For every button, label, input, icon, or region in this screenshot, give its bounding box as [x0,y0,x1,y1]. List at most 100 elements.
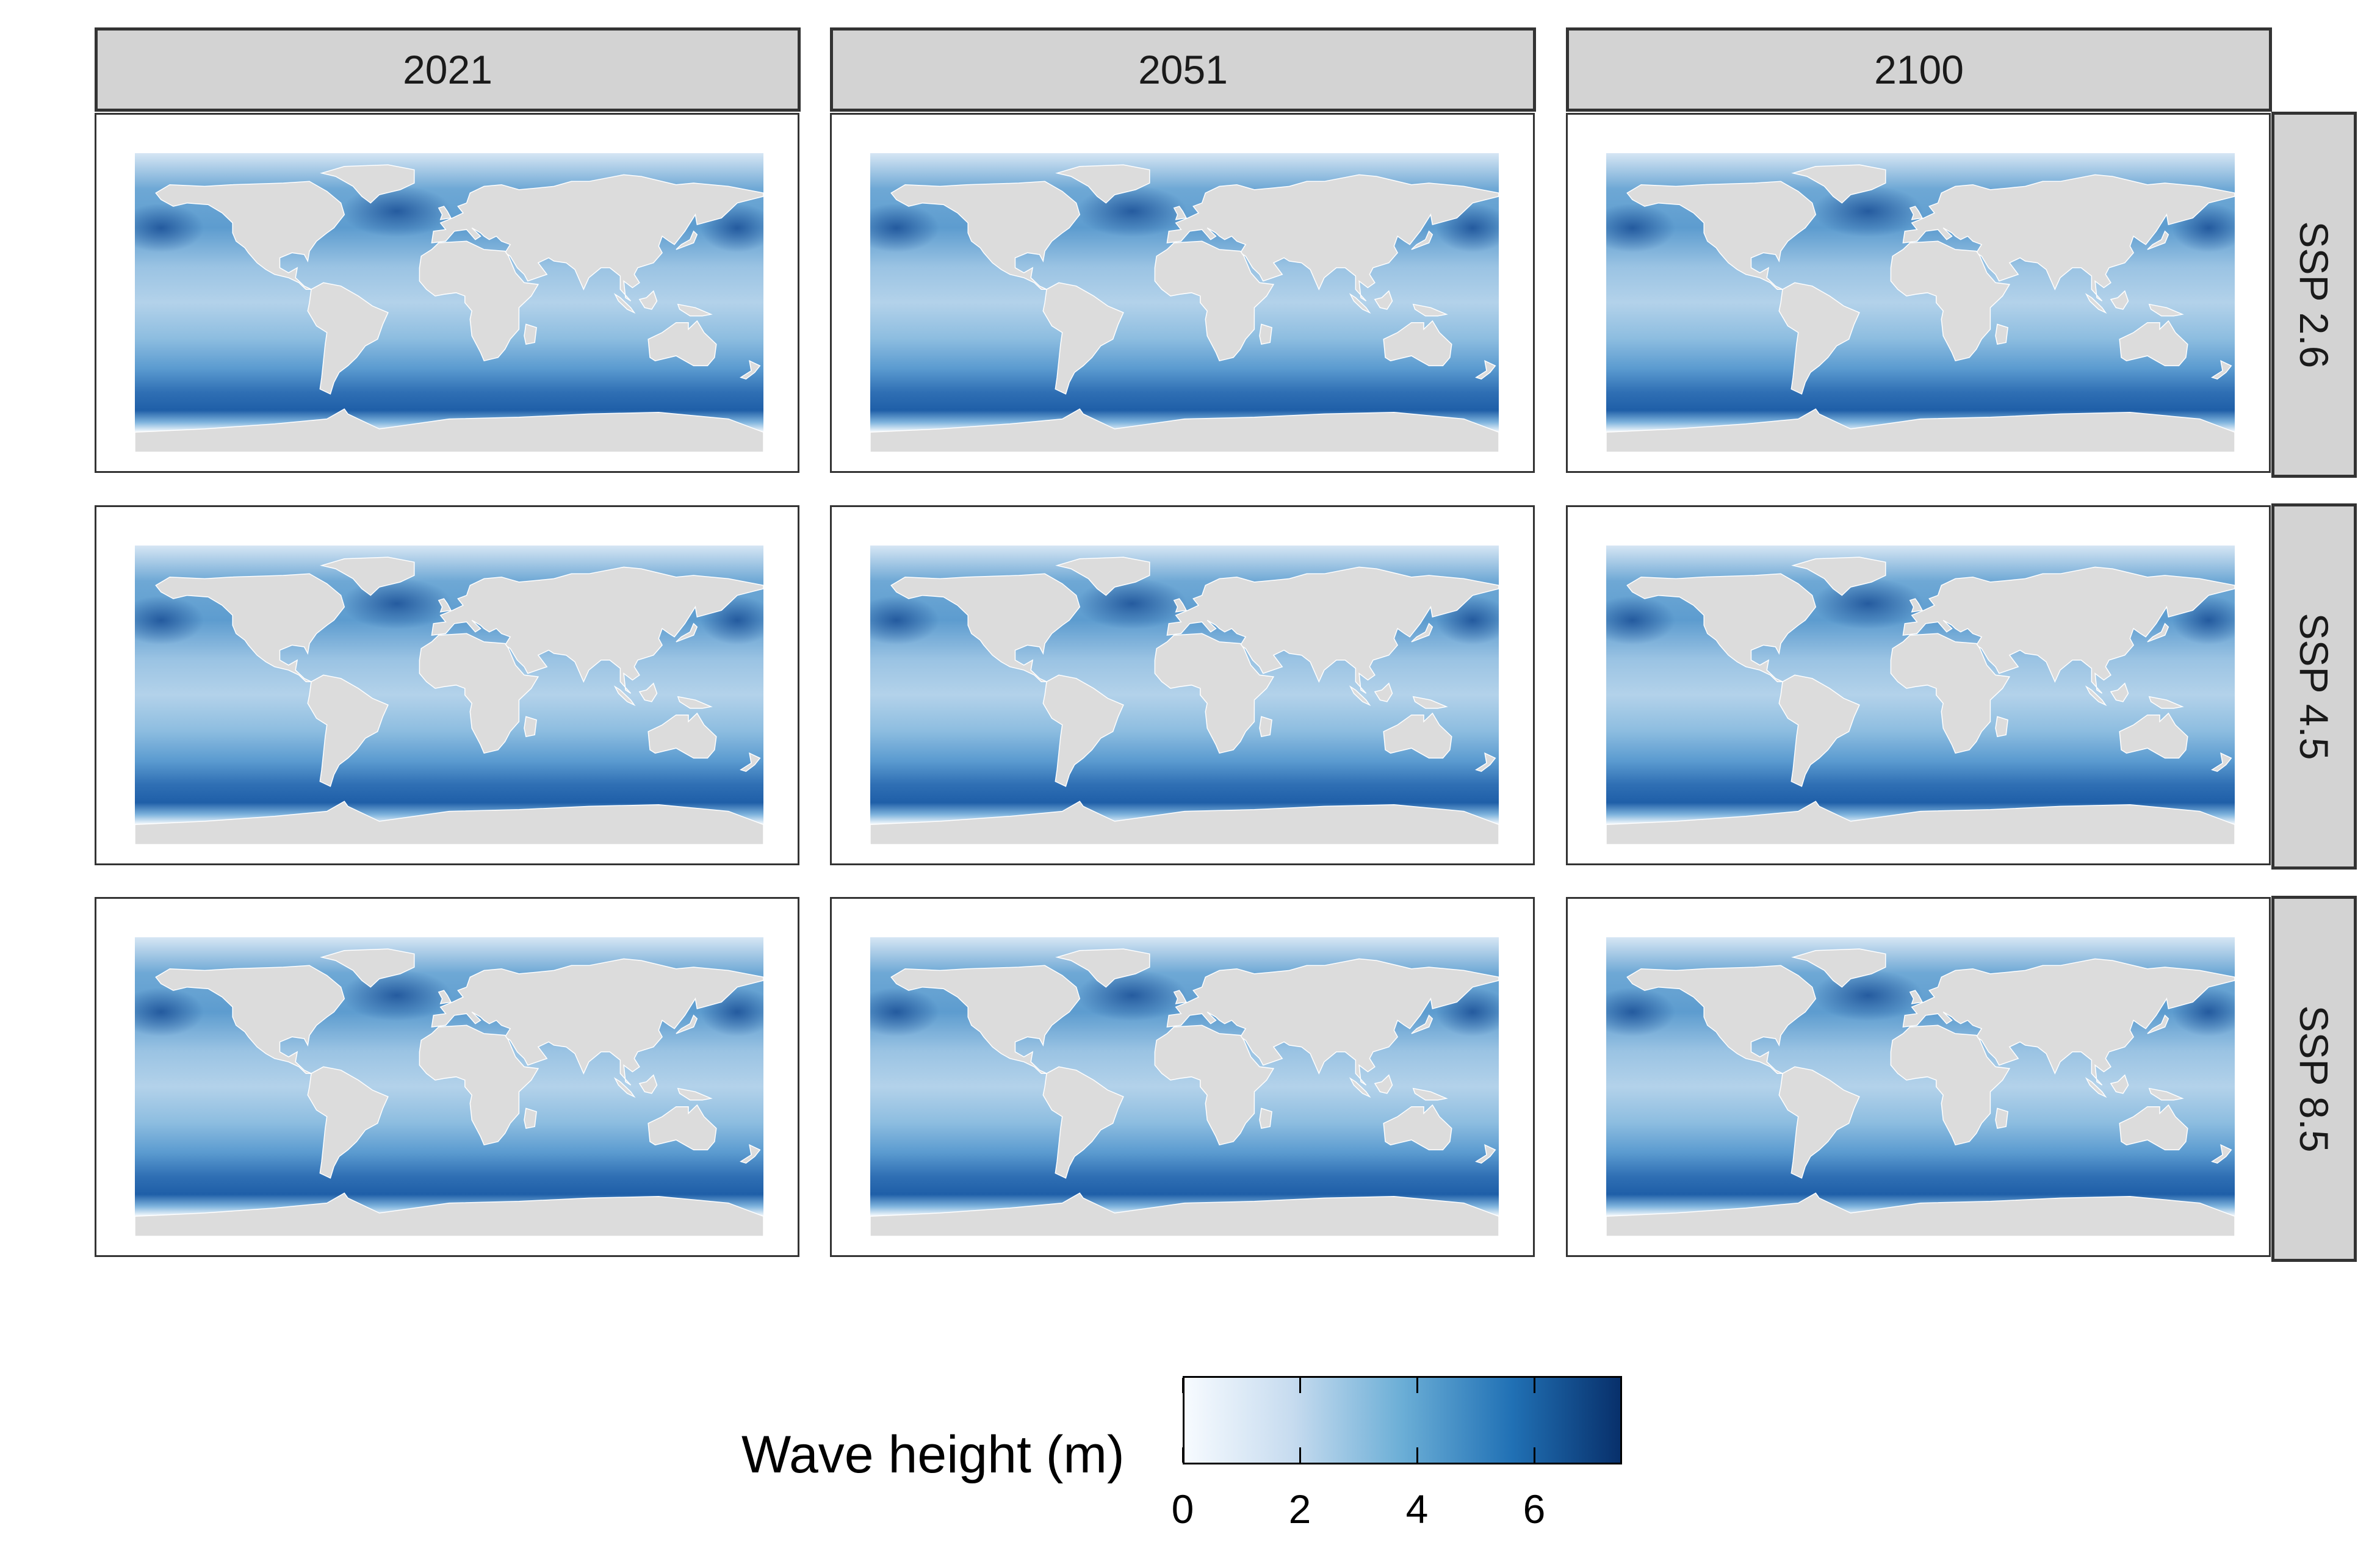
landmass [2110,682,2129,702]
landmass [419,240,539,362]
landmass [1173,598,1188,613]
landmass [740,360,761,380]
world-map [1606,937,2235,1236]
landmass [1374,682,1393,702]
landmass [1902,566,2235,694]
landmass [1475,752,1496,773]
landmass [1173,990,1188,1004]
landmass [1791,164,1886,204]
landmass [870,1192,1499,1236]
landmass [2110,290,2129,310]
landmass [320,948,415,988]
wave-hotspot [870,203,939,253]
landmass [1349,293,1371,314]
landmass [677,1087,713,1101]
landmass [1606,801,2235,845]
wave-hotspot [135,987,204,1037]
landmass [676,230,698,250]
map-panel-ssp85-2100 [1566,897,2271,1257]
landmass [2085,1077,2107,1098]
world-map [1606,546,2235,845]
wave-hotspot [342,185,452,237]
landmass [1374,1074,1393,1094]
map-panel-ssp85-2051 [830,897,1535,1257]
landmass [1042,1066,1124,1179]
landmass [1055,948,1150,988]
landmass [1626,573,1817,682]
landmass [2211,1144,2232,1164]
landmass [419,633,539,754]
landmass [1055,164,1150,204]
landmass [1778,282,1860,395]
landmass [135,408,763,452]
landmass [1778,674,1860,787]
map-panel-ssp26-2051 [830,113,1535,473]
legend-tick-label: 4 [1405,1486,1429,1532]
landmass [1349,1077,1371,1098]
landmass [1154,240,1275,362]
world-map [870,153,1499,452]
wave-hotspot [342,578,452,630]
wave-hotspot [1077,578,1188,630]
wave-hotspot [1606,203,1675,253]
wave-hotspot [1606,987,1675,1037]
map-panel-ssp26-2100 [1566,113,2271,473]
legend-tick-mark [1416,1378,1418,1393]
wave-hotspot [870,596,939,645]
landmass [890,573,1081,682]
column-strip-2051: 2051 [830,27,1536,112]
landmass [1411,230,1433,250]
landmass [1909,990,1924,1004]
landmass [2211,360,2232,380]
landmass [307,1066,389,1179]
landmass [320,164,415,204]
landmass [1606,1192,2235,1236]
landmass [1902,958,2235,1086]
world-map [870,937,1499,1236]
landmass [307,674,389,787]
map-panel-ssp45-2021 [95,505,799,865]
world-map [135,937,763,1236]
landmass [2148,1087,2184,1101]
column-strip-2021: 2021 [95,27,801,112]
landmass [1606,408,2235,452]
landmass [2147,622,2169,643]
legend-tick-mark [1534,1378,1535,1393]
wave-hotspot [1077,970,1188,1021]
wave-hotspot [1606,596,1675,645]
world-map [870,546,1499,845]
column-strip-2100: 2100 [1566,27,2272,112]
legend-tick-mark [1182,1378,1184,1393]
landmass [2148,303,2184,317]
landmass [320,556,415,596]
landmass [1166,958,1499,1086]
legend-tick-label: 2 [1288,1486,1311,1532]
landmass [1383,320,1452,367]
landmass [1374,290,1393,310]
landmass [890,965,1081,1074]
landmass [1995,1108,2008,1129]
landmass [524,1108,537,1129]
landmass [1412,303,1448,317]
wave-hotspot [135,596,204,645]
landmass [1154,633,1275,754]
landmass [419,1025,539,1146]
landmass [613,685,636,707]
map-panel-ssp85-2021 [95,897,799,1257]
landmass [1890,240,2011,362]
landmass [1259,716,1272,737]
landmass [155,181,345,290]
landmass [438,990,452,1004]
landmass [638,682,658,702]
legend-title: Wave height (m) [741,1425,1125,1484]
landmass [135,1192,763,1236]
legend-tick-label: 6 [1523,1486,1546,1532]
world-map [135,153,763,452]
row-strip-ssp26: SSP 2.6 [2271,112,2357,478]
landmass [1154,1025,1275,1146]
legend-tick-label: 0 [1171,1486,1194,1532]
landmass [870,801,1499,845]
wave-hotspot [135,203,204,253]
landmass [1475,360,1496,380]
map-panel-ssp45-2051 [830,505,1535,865]
